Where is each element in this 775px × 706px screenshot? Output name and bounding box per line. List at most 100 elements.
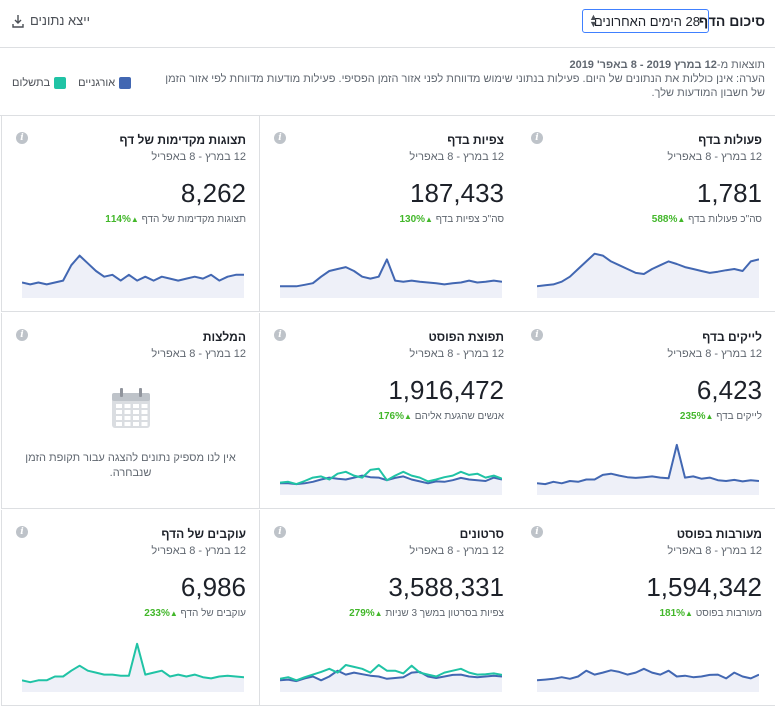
paid-series-line xyxy=(280,467,502,486)
card-page-likes[interactable]: לייקים בדף 12 במרץ - 8 באפריל i 6,423 לייקים… xyxy=(517,313,775,509)
card-page-followers[interactable]: עוקבים של הדף 12 במרץ - 8 באפריל i 6,986 עוק… xyxy=(1,510,259,706)
card-value: 8,262 xyxy=(180,178,246,208)
date-range-select[interactable]: 28 הימים האחרונים ▲ ▼ xyxy=(582,9,709,33)
organic-series-line xyxy=(22,254,244,286)
metric-label: עוקבים של הדף xyxy=(180,608,246,619)
card-title[interactable]: סרטונים xyxy=(459,527,504,541)
sparkline-chart xyxy=(22,254,244,298)
metric-label: צפיות בסרטון במשך 3 שניות xyxy=(385,608,504,619)
card-title[interactable]: מעורבות בפוסט xyxy=(676,527,762,541)
organic-series-line xyxy=(280,258,502,288)
card-metric: עוקבים של הדף ▲233% xyxy=(144,608,246,619)
info-icon[interactable]: i xyxy=(531,329,543,341)
metric-change: 176% xyxy=(378,411,404,422)
results-range: תוצאות מ-12 במרץ 2019 - 8 באפר' 2019 xyxy=(569,59,765,71)
info-icon[interactable]: i xyxy=(531,526,543,538)
export-data-button[interactable]: ייצא נתונים xyxy=(12,13,90,28)
info-icon[interactable]: i xyxy=(16,132,28,144)
paid-series-area xyxy=(22,643,244,692)
metric-change: 233% xyxy=(144,608,170,619)
organic-series-area xyxy=(280,670,502,692)
card-value: 1,916,472 xyxy=(388,375,504,405)
card-value: 6,986 xyxy=(180,572,246,602)
info-icon[interactable]: i xyxy=(16,526,28,538)
metric-label: תצוגות מקדימות של הדף xyxy=(141,214,246,225)
organic-series-line xyxy=(537,667,759,682)
up-arrow-icon: ▲ xyxy=(425,215,433,224)
up-arrow-icon: ▲ xyxy=(374,609,383,618)
card-value: 1,594,342 xyxy=(646,572,762,602)
sparkline-chart xyxy=(280,664,502,692)
card-metric: סה"כ פעולות בדף ▲588% xyxy=(652,214,762,225)
metric-change: 235% xyxy=(679,411,706,422)
card-page-views[interactable]: צפיות בדף 12 במרץ - 8 באפריל i 187,433 סה"כ … xyxy=(259,116,517,312)
paid-series-line xyxy=(280,664,502,682)
sparkline-chart xyxy=(537,443,759,495)
sparkline-chart xyxy=(280,258,502,298)
card-title[interactable]: תצוגות מקדימות של דף xyxy=(119,133,246,147)
legend-organic: אורגניים xyxy=(78,77,132,89)
date-range-value: 28 הימים האחרונים xyxy=(593,14,700,29)
organic-series-area xyxy=(280,259,502,298)
card-title[interactable]: עוקבים של הדף xyxy=(161,527,246,541)
results-note: הערה: אינן כוללות את הנתונים של היום. פע… xyxy=(165,73,765,99)
card-date-range: 12 במרץ - 8 באפריל xyxy=(409,348,504,360)
up-arrow-icon: ▲ xyxy=(677,215,686,224)
card-title[interactable]: פעולות בדף xyxy=(698,133,762,147)
metric-change: 114% xyxy=(105,214,131,225)
organic-series-line xyxy=(280,669,502,683)
metric-change: 181% xyxy=(659,608,686,619)
card-title[interactable]: תפוצת הפוסט xyxy=(428,330,505,344)
card-post-engagement[interactable]: מעורבות בפוסט 12 במרץ - 8 באפריל i 1,594,34… xyxy=(517,510,775,706)
sparkline-chart xyxy=(537,252,759,298)
legend-paid: בתשלום xyxy=(12,77,67,89)
info-icon[interactable]: i xyxy=(274,329,286,341)
metric-change: 279% xyxy=(349,608,375,619)
card-videos[interactable]: סרטונים 12 במרץ - 8 באפריל i 3,588,331 צפיות… xyxy=(259,510,517,706)
sparkline-chart xyxy=(22,642,244,692)
organic-series-area xyxy=(537,668,759,692)
card-title[interactable]: המלצות xyxy=(202,330,246,344)
legend: אורגניים בתשלום xyxy=(12,77,132,89)
organic-series-line xyxy=(537,443,759,486)
info-icon[interactable]: i xyxy=(531,132,543,144)
info-icon[interactable]: i xyxy=(274,526,286,538)
card-title[interactable]: לייקים בדף xyxy=(702,330,762,344)
sparkline-chart xyxy=(537,667,759,692)
metric-change: 130% xyxy=(399,214,426,225)
card-date-range: 12 במרץ - 8 באפריל xyxy=(151,545,246,557)
download-icon xyxy=(12,14,24,28)
up-arrow-icon: ▲ xyxy=(685,609,693,618)
card-value: 187,433 xyxy=(410,178,504,208)
card-date-range: 12 במרץ - 8 באפריל xyxy=(409,545,504,557)
up-arrow-icon: ▲ xyxy=(404,412,412,421)
metric-label: מעורבות בפוסט xyxy=(695,608,762,619)
info-icon[interactable]: i xyxy=(16,329,28,341)
card-recommendations[interactable]: המלצות 12 במרץ - 8 באפריל i אין לנו מספיק נ… xyxy=(1,313,259,509)
card-date-range: 12 במרץ - 8 באפריל xyxy=(667,151,762,163)
card-value: 1,781 xyxy=(696,178,762,208)
metric-change: 588% xyxy=(651,214,678,225)
organic-series-area xyxy=(22,255,244,298)
up-arrow-icon: ▲ xyxy=(130,215,139,224)
top-bar: סיכום הדף 28 הימים האחרונים ▲ ▼ ייצא נתונ… xyxy=(0,0,775,48)
card-date-range: 12 במרץ - 8 באפריל xyxy=(667,545,762,557)
card-metric: סה"כ צפיות בדף ▲130% xyxy=(399,214,504,225)
info-icon[interactable]: i xyxy=(274,132,286,144)
sparkline-chart xyxy=(280,467,502,495)
organic-series-line xyxy=(280,474,502,486)
paid-series-line xyxy=(22,642,244,684)
card-title[interactable]: צפיות בדף xyxy=(447,133,504,147)
select-arrows-icon: ▲ ▼ xyxy=(589,12,598,29)
card-metric: אנשים שהגעת אליהם ▲176% xyxy=(378,411,504,422)
metric-label: אנשים שהגעת אליהם xyxy=(414,411,504,422)
card-metric: תצוגות מקדימות של הדף ▲114% xyxy=(105,214,246,225)
organic-series-area xyxy=(537,253,759,298)
card-page-previews[interactable]: תצוגות מקדימות של דף 12 במרץ - 8 באפריל i 8… xyxy=(1,116,259,312)
card-page-actions[interactable]: פעולות בדף 12 במרץ - 8 באפריל i 1,781 סה"כ פ… xyxy=(517,116,775,312)
card-metric: לייקים בדף ▲235% xyxy=(680,411,762,422)
card-date-range: 12 במרץ - 8 באפריל xyxy=(409,151,504,163)
card-post-reach[interactable]: תפוצת הפוסט 12 במרץ - 8 באפריל i 1,916,472 א… xyxy=(259,313,517,509)
calendar-icon xyxy=(112,388,150,428)
